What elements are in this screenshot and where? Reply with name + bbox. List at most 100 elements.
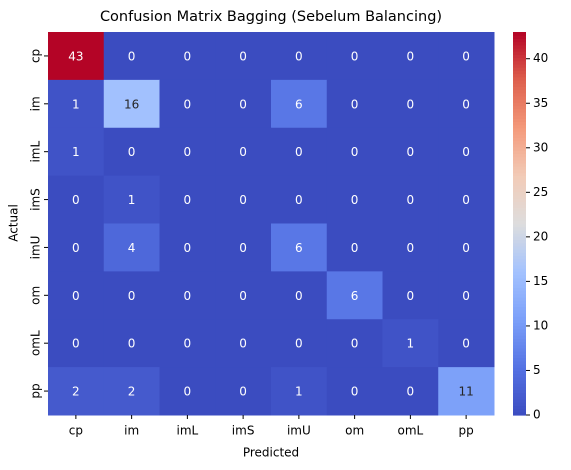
cell-label: 0 bbox=[239, 289, 247, 303]
cell-label: 0 bbox=[239, 241, 247, 255]
cell bbox=[159, 32, 216, 81]
cell-label: 6 bbox=[351, 289, 359, 303]
colorbar-segment bbox=[513, 395, 526, 400]
cell bbox=[103, 127, 160, 177]
x-tick-label: imL bbox=[177, 424, 199, 438]
cell bbox=[326, 223, 383, 272]
colorbar-segment bbox=[513, 242, 526, 247]
colorbar-segment bbox=[513, 44, 526, 49]
colorbar-segment bbox=[513, 140, 526, 145]
colorbar-segment bbox=[513, 35, 526, 39]
colorbar-segment bbox=[513, 210, 526, 215]
colorbar-segment bbox=[513, 175, 526, 180]
cell bbox=[48, 175, 105, 224]
colorbar-segment bbox=[513, 188, 526, 193]
cell bbox=[326, 271, 383, 320]
cell bbox=[382, 127, 439, 177]
colorbar-segment bbox=[513, 162, 526, 167]
cell bbox=[215, 127, 272, 177]
colorbar-segment bbox=[513, 233, 526, 237]
colorbar-segment bbox=[513, 169, 526, 174]
colorbar-segment bbox=[513, 389, 526, 394]
colorbar-segment bbox=[513, 47, 526, 52]
cell-label: 0 bbox=[295, 337, 303, 351]
cell-label: 0 bbox=[407, 289, 415, 303]
colorbar-segment bbox=[513, 303, 526, 308]
cell-label: 0 bbox=[351, 241, 359, 255]
cell-label: 0 bbox=[239, 145, 247, 159]
cell-label: 0 bbox=[239, 385, 247, 399]
cell bbox=[382, 367, 439, 416]
cell-label: 0 bbox=[295, 193, 303, 207]
cell bbox=[382, 319, 439, 368]
colorbar-segment bbox=[513, 306, 526, 311]
cell bbox=[48, 367, 105, 416]
colorbar-segment bbox=[513, 274, 526, 279]
cell bbox=[382, 223, 439, 272]
cell bbox=[326, 367, 383, 416]
colorbar-segment bbox=[513, 111, 526, 116]
colorbar-segment bbox=[513, 252, 526, 257]
colorbar-segment bbox=[513, 335, 526, 339]
colorbar-segment bbox=[513, 226, 526, 231]
colorbar-segment bbox=[513, 178, 526, 183]
cell bbox=[159, 319, 216, 368]
cell-label: 0 bbox=[184, 193, 192, 207]
cell-label: 0 bbox=[184, 97, 192, 111]
y-tick-label: imL bbox=[29, 141, 43, 163]
colorbar-segment bbox=[513, 249, 526, 253]
cell bbox=[326, 319, 383, 368]
colorbar-segment bbox=[513, 217, 526, 221]
colorbar-segment bbox=[513, 341, 526, 346]
cell-label: 43 bbox=[68, 49, 83, 63]
cell-label: 0 bbox=[295, 289, 303, 303]
y-tick-label: cp bbox=[29, 49, 43, 63]
cell bbox=[326, 79, 383, 129]
colorbar-segment bbox=[513, 264, 526, 269]
colorbar-segment bbox=[513, 277, 526, 282]
colorbar-segment bbox=[513, 271, 526, 276]
cell bbox=[271, 175, 328, 224]
cell bbox=[438, 32, 495, 81]
cell-label: 0 bbox=[351, 49, 359, 63]
colorbar-segment bbox=[513, 92, 526, 97]
cell-label: 11 bbox=[458, 385, 473, 399]
colorbar-segment bbox=[513, 293, 526, 298]
y-tick-label: om bbox=[29, 286, 43, 305]
cell-label: 0 bbox=[128, 145, 136, 159]
cell bbox=[438, 175, 495, 224]
cell-label: 0 bbox=[351, 97, 359, 111]
cell-label: 0 bbox=[128, 337, 136, 351]
colorbar-segment bbox=[513, 127, 526, 132]
colorbar-segment bbox=[513, 99, 526, 103]
cell-label: 0 bbox=[351, 193, 359, 207]
colorbar-segment bbox=[513, 296, 526, 301]
colorbar-segment bbox=[513, 383, 526, 387]
colorbar-segment bbox=[513, 357, 526, 362]
colorbar-tick-label: 20 bbox=[533, 229, 548, 243]
x-tick-label: imU bbox=[287, 424, 311, 438]
cell-label: 4 bbox=[128, 241, 136, 255]
cell-label: 0 bbox=[184, 337, 192, 351]
y-tick-label: pp bbox=[29, 383, 43, 398]
colorbar-tick-label: 5 bbox=[533, 363, 541, 377]
y-tick-label: omL bbox=[29, 330, 43, 356]
cell-label: 0 bbox=[72, 193, 80, 207]
cell bbox=[48, 319, 105, 368]
cell bbox=[438, 223, 495, 272]
colorbar-segment bbox=[513, 102, 526, 107]
colorbar-segment bbox=[513, 376, 526, 381]
cell bbox=[326, 175, 383, 224]
colorbar-segment bbox=[513, 191, 526, 196]
cell-label: 0 bbox=[239, 49, 247, 63]
cell-label: 0 bbox=[462, 289, 470, 303]
cell bbox=[103, 79, 160, 129]
colorbar-segment bbox=[513, 137, 526, 142]
cell-label: 16 bbox=[124, 97, 139, 111]
colorbar-segment bbox=[513, 95, 526, 100]
x-tick-label: om bbox=[345, 424, 364, 438]
x-tick-label: im bbox=[124, 424, 139, 438]
x-tick-label: omL bbox=[398, 424, 424, 438]
cell bbox=[438, 127, 495, 177]
colorbar-segment bbox=[513, 73, 526, 78]
